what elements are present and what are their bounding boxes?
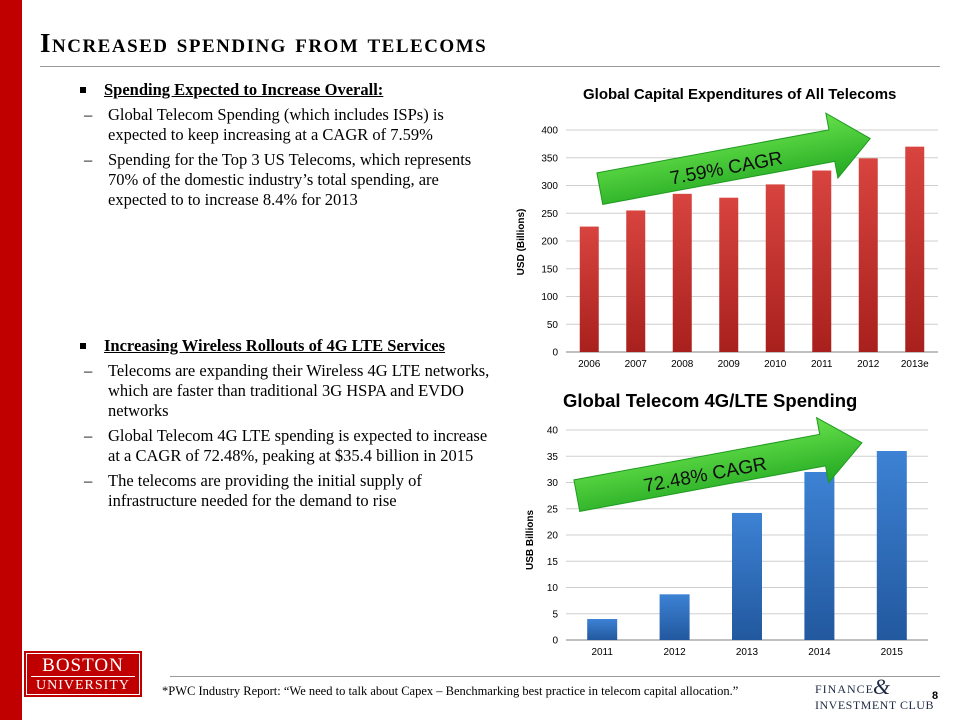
- y-tick-label: 25: [547, 504, 559, 515]
- y-tick-label: 35: [547, 452, 559, 463]
- x-tick-label: 2014: [808, 647, 831, 658]
- y-tick-label: 100: [541, 292, 558, 303]
- bullet-wireless: Increasing Wireless Rollouts of 4G LTE S…: [80, 336, 500, 356]
- bar-2011: [812, 170, 832, 352]
- sub-bullet: – Global Telecom 4G LTE spending is expe…: [84, 426, 500, 466]
- footer-divider: [170, 676, 940, 677]
- sub-bullet: – Telecoms are expanding their Wireless …: [84, 361, 500, 421]
- footnote: *PWC Industry Report: “We need to talk a…: [162, 684, 739, 698]
- sub-bullet: – The telecoms are providing the initial…: [84, 471, 500, 511]
- section-wireless-rollout: Increasing Wireless Rollouts of 4G LTE S…: [80, 336, 500, 511]
- y-tick-label: 10: [547, 583, 559, 594]
- accent-bar: [0, 0, 22, 720]
- bar-2012: [858, 158, 878, 352]
- logo-line-1: BOSTON: [31, 656, 135, 677]
- bar-2013e: [905, 146, 925, 352]
- square-bullet-icon: [80, 343, 86, 349]
- bar-2013: [732, 512, 762, 640]
- sub-bullet-text: Global Telecom Spending (which includes …: [108, 105, 444, 144]
- x-tick-label: 2012: [663, 647, 686, 658]
- y-tick-label: 300: [541, 181, 558, 192]
- y-axis-label: USB Billions: [525, 510, 536, 570]
- sub-bullet: – Spending for the Top 3 US Telecoms, wh…: [84, 150, 500, 210]
- x-tick-label: 2008: [671, 359, 694, 370]
- page-number: 8: [932, 690, 939, 702]
- bar-2011: [587, 619, 618, 640]
- y-tick-label: 50: [547, 320, 559, 331]
- x-tick-label: 2015: [881, 647, 904, 658]
- bullet-heading: Increasing Wireless Rollouts of 4G LTE S…: [104, 336, 446, 355]
- logo-frame: BOSTON UNIVERSITY: [26, 653, 140, 695]
- x-tick-label: 2012: [857, 359, 880, 370]
- y-tick-label: 200: [541, 237, 558, 248]
- y-tick-label: 150: [541, 264, 558, 275]
- x-tick-label: 2013e: [901, 359, 929, 370]
- y-tick-label: 40: [547, 426, 559, 437]
- x-tick-label: 2009: [718, 359, 741, 370]
- sub-bullet-text: Spending for the Top 3 US Telecoms, whic…: [108, 150, 472, 209]
- square-bullet-icon: [80, 87, 86, 93]
- y-tick-label: 5: [552, 609, 558, 620]
- chart-title-capex: Global Capital Expenditures of All Telec…: [583, 86, 897, 103]
- dash-icon: –: [84, 426, 93, 445]
- x-tick-label: 2013: [736, 647, 759, 658]
- club-logo-line-2: INVESTMENT CLUB: [815, 698, 934, 712]
- arrow-icon: [573, 416, 863, 512]
- y-tick-label: 15: [547, 557, 559, 568]
- club-logo-ampersand: &: [873, 674, 891, 699]
- y-tick-label: 400: [541, 126, 558, 137]
- section-overall-spending: Spending Expected to Increase Overall: –…: [80, 80, 500, 210]
- x-tick-label: 2011: [811, 359, 833, 370]
- dash-icon: –: [84, 150, 93, 169]
- bar-2006: [579, 226, 599, 352]
- boston-university-logo: BOSTON UNIVERSITY: [24, 651, 142, 697]
- sub-bullet: – Global Telecom Spending (which include…: [84, 105, 500, 145]
- bar-2010: [765, 184, 785, 352]
- slide-title: Increased spending from telecoms: [40, 28, 488, 58]
- finance-club-logo: FINANCE & INVESTMENT CLUB: [815, 674, 933, 716]
- bar-2007: [626, 210, 646, 352]
- bar-2009: [719, 197, 739, 352]
- y-tick-label: 20: [547, 531, 559, 542]
- y-tick-label: 350: [541, 153, 558, 164]
- x-tick-label: 2010: [764, 359, 787, 370]
- arrow-icon: [596, 112, 871, 205]
- logo-line-2: UNIVERSITY: [36, 678, 130, 693]
- dash-icon: –: [84, 105, 93, 124]
- x-tick-label: 2007: [625, 359, 648, 370]
- capex-bar-chart: 0 50 100 150 200 250 300 350 400 2006 2007 2008 200…: [516, 112, 938, 370]
- x-tick-label: 2006: [578, 359, 601, 370]
- club-logo-line-1: FINANCE: [815, 682, 875, 696]
- chart-title-lte: Global Telecom 4G/LTE Spending: [563, 390, 858, 411]
- y-tick-label: 30: [547, 478, 559, 489]
- y-tick-label: 0: [552, 636, 558, 647]
- title-divider: [40, 66, 940, 67]
- dash-icon: –: [84, 471, 93, 490]
- x-tick-label: 2011: [591, 647, 613, 658]
- dash-icon: –: [84, 361, 93, 380]
- sub-bullet-text: Global Telecom 4G LTE spending is expect…: [108, 426, 488, 465]
- sub-bullet-text: Telecoms are expanding their Wireless 4G…: [108, 361, 490, 420]
- bar-2015: [876, 451, 907, 640]
- bullet-heading: Spending Expected to Increase Overall:: [104, 80, 384, 99]
- lte-bar-chart: 0 5 10 15 20 25 30 35 40 2011 2012 2013 2014 2015 US…: [525, 416, 928, 658]
- bar-2012: [659, 594, 690, 640]
- bullet-overall: Spending Expected to Increase Overall:: [80, 80, 500, 100]
- y-tick-label: 250: [541, 209, 558, 220]
- y-tick-label: 0: [552, 348, 558, 359]
- y-axis-label: USD (Billions): [516, 209, 527, 276]
- sub-bullet-text: The telecoms are providing the initial s…: [108, 471, 422, 510]
- bar-2014: [804, 472, 835, 640]
- bar-2008: [672, 193, 692, 352]
